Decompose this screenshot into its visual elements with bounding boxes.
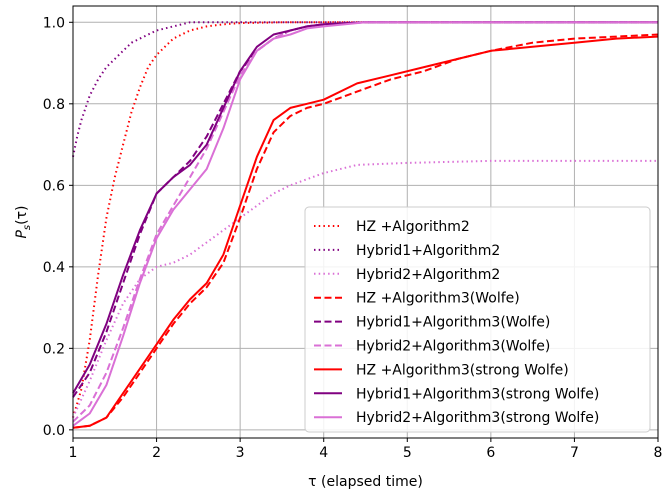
x-tick-label: 7 — [570, 445, 579, 461]
x-tick-label: 1 — [69, 445, 78, 461]
series-lines — [72, 21, 659, 429]
legend-label-4: HZ +Algorithm3(Wolfe) — [356, 291, 520, 307]
series-line-2 — [72, 21, 658, 158]
x-tick-label: 5 — [403, 445, 412, 461]
legend-label-8: Hybrid1+Algorithm3(strong Wolfe) — [356, 386, 599, 402]
legend-label-3: Hybrid2+Algorithm2 — [356, 267, 500, 283]
y-tick-label: 0.8 — [43, 97, 65, 113]
x-tick-label: 6 — [486, 445, 495, 461]
legend-label-2: Hybrid1+Algorithm2 — [356, 243, 500, 259]
x-tick-label: 4 — [319, 445, 328, 461]
axis-ticks: 1 2 3 4 5 6 7 8 0.0 0.2 0.4 0.6 0.8 1.0 — [43, 15, 663, 461]
y-tick-label: 0.0 — [43, 423, 65, 439]
legend: HZ +Algorithm2 Hybrid1+Algorithm2 Hybrid2+… — [304, 206, 651, 433]
y-tick-label: 0.4 — [43, 260, 65, 276]
x-tick-label: 3 — [236, 445, 245, 461]
x-tick-label: 2 — [152, 445, 161, 461]
legend-frame — [304, 206, 651, 433]
y-axis-label: Ps(τ) — [14, 205, 33, 238]
y-tick-label: 1.0 — [43, 15, 65, 31]
y-axis-label-subscript: s — [22, 225, 33, 230]
legend-label-7: HZ +Algorithm3(strong Wolfe) — [356, 362, 569, 378]
y-axis-label-main: P — [14, 230, 30, 239]
y-axis-label-tail: (τ) — [14, 205, 30, 224]
series-line-7 — [72, 35, 659, 429]
legend-label-5: Hybrid1+Algorithm3(Wolfe) — [356, 315, 550, 331]
y-tick-label: 0.6 — [43, 178, 65, 194]
y-tick-label: 0.2 — [43, 341, 65, 357]
legend-label-1: HZ +Algorithm2 — [356, 219, 470, 235]
legend-label-9: Hybrid2+Algorithm3(strong Wolfe) — [356, 410, 599, 426]
plot-frame — [72, 5, 659, 439]
x-axis-label: τ (elapsed time) — [308, 474, 423, 490]
series-line-8 — [72, 21, 658, 394]
x-tick-label: 8 — [654, 445, 663, 461]
legend-label-6: Hybrid2+Algorithm3(Wolfe) — [356, 339, 550, 355]
series-line-9 — [72, 21, 658, 427]
